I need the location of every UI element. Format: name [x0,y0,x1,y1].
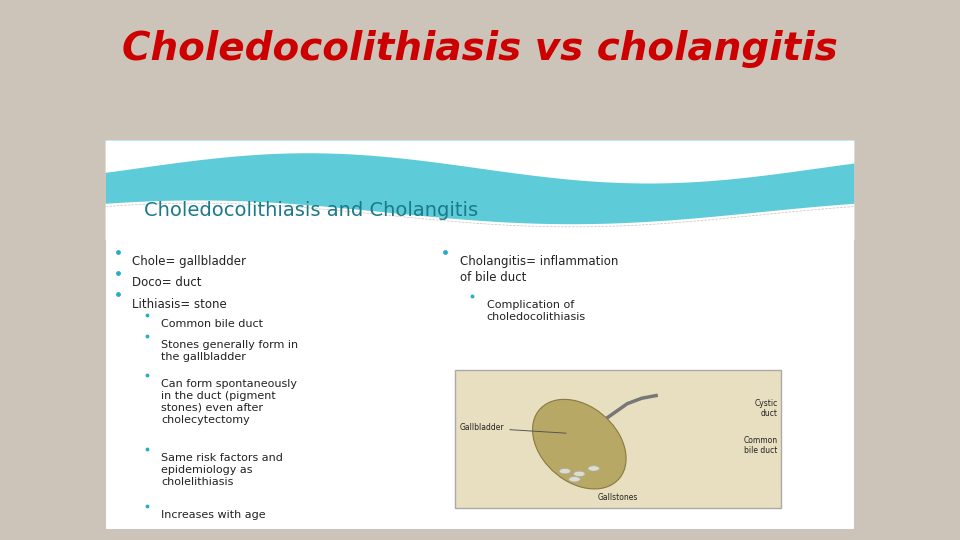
Ellipse shape [533,400,626,489]
Text: Gallstones: Gallstones [597,493,637,502]
Text: Lithiasis= stone: Lithiasis= stone [132,298,228,310]
Text: Stones generally form in
the gallbladder: Stones generally form in the gallbladder [161,340,299,362]
FancyBboxPatch shape [455,370,780,508]
Text: Common
bile duct: Common bile duct [744,436,778,455]
Text: Choledocolithiasis vs cholangitis: Choledocolithiasis vs cholangitis [122,30,838,68]
Text: Choledocolithiasis and Cholangitis: Choledocolithiasis and Cholangitis [144,201,478,220]
Text: Can form spontaneously
in the duct (pigment
stones) even after
cholecytectomy: Can form spontaneously in the duct (pigm… [161,379,298,424]
Ellipse shape [588,465,599,471]
Text: Cystic
duct: Cystic duct [755,399,778,418]
Text: Cholangitis= inflammation
of bile duct: Cholangitis= inflammation of bile duct [460,255,618,284]
Text: Complication of
choledocolithiasis: Complication of choledocolithiasis [487,300,586,322]
Polygon shape [106,200,854,240]
Ellipse shape [559,468,570,474]
Ellipse shape [568,476,580,482]
Text: Increases with age: Increases with age [161,510,266,520]
FancyBboxPatch shape [106,140,854,240]
Text: Chole= gallbladder: Chole= gallbladder [132,255,247,268]
Ellipse shape [573,471,585,476]
Text: Doco= duct: Doco= duct [132,276,202,289]
Text: Gallbladder: Gallbladder [460,423,566,433]
Text: Same risk factors and
epidemiology as
cholelithiasis: Same risk factors and epidemiology as ch… [161,453,283,487]
Polygon shape [106,140,854,184]
FancyBboxPatch shape [106,140,854,529]
Text: Common bile duct: Common bile duct [161,319,263,329]
FancyBboxPatch shape [106,240,854,529]
